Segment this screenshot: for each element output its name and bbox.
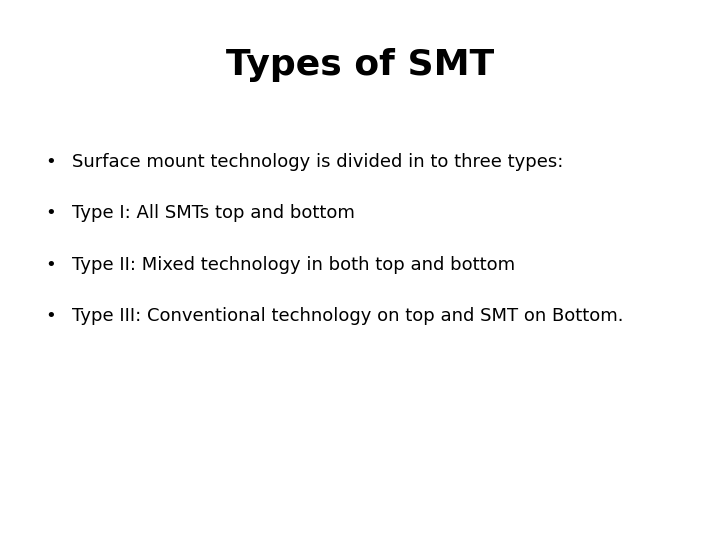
Text: Type II: Mixed technology in both top and bottom: Type II: Mixed technology in both top an… <box>72 255 515 274</box>
Text: Type I: All SMTs top and bottom: Type I: All SMTs top and bottom <box>72 204 355 222</box>
Text: •: • <box>45 255 55 274</box>
Text: •: • <box>45 153 55 171</box>
Text: Type III: Conventional technology on top and SMT on Bottom.: Type III: Conventional technology on top… <box>72 307 624 325</box>
Text: Types of SMT: Types of SMT <box>226 48 494 82</box>
Text: Surface mount technology is divided in to three types:: Surface mount technology is divided in t… <box>72 153 563 171</box>
Text: •: • <box>45 307 55 325</box>
Text: •: • <box>45 204 55 222</box>
